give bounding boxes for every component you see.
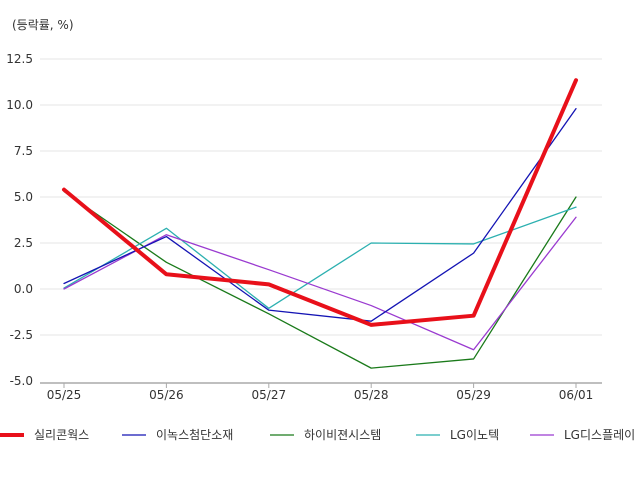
- grid-lines: [40, 58, 602, 336]
- x-tick-label: 05/28: [354, 388, 389, 402]
- x-axis: 05/25 05/26 05/27 05/28 05/29 06/01: [40, 382, 602, 402]
- y-tick-label: 7.5: [14, 144, 33, 158]
- y-tick-label: 5.0: [14, 190, 33, 204]
- y-tick-label: 10.0: [6, 98, 33, 112]
- legend: 실리콘웍스 이녹스첨단소재 하이비젼시스템 LG이노텍 LG디스플레이: [0, 428, 635, 442]
- y-tick-label: 0.0: [14, 282, 33, 296]
- y-axis: 12.5 10.0 7.5 5.0 2.5 0.0 -2.5 -5.0: [6, 52, 33, 388]
- x-tick-label: 05/29: [456, 388, 491, 402]
- y-tick-label: 2.5: [14, 236, 33, 250]
- legend-label: 실리콘웍스: [34, 428, 89, 442]
- legend-label: LG이노텍: [450, 428, 499, 442]
- legend-label: 이녹스첨단소재: [156, 428, 233, 442]
- series-lines: [62, 78, 578, 369]
- series-line-1: [62, 78, 578, 327]
- series-line-5: [63, 216, 577, 351]
- series-line-4: [63, 206, 577, 309]
- x-tick-label: 05/26: [149, 388, 184, 402]
- y-tick-label: 12.5: [6, 52, 33, 66]
- legend-label: LG디스플레이: [564, 428, 635, 442]
- x-tick-label: 05/27: [252, 388, 287, 402]
- y-tick-label: -5.0: [10, 374, 33, 388]
- legend-label: 하이비젼시스템: [304, 428, 381, 442]
- y-tick-label: -2.5: [10, 328, 33, 342]
- x-tick-label: 05/25: [47, 388, 82, 402]
- x-tick-label: 06/01: [559, 388, 594, 402]
- y-unit-label: (등락률, %): [12, 18, 74, 32]
- series-line-3: [63, 190, 577, 369]
- series-line-2: [63, 108, 577, 322]
